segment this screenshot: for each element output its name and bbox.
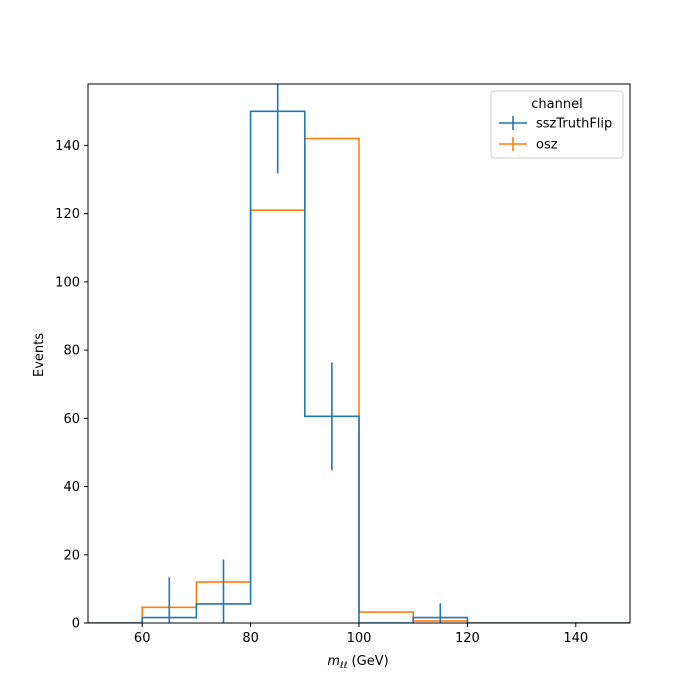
series-osz <box>88 137 630 623</box>
x-label-unit: (GeV) <box>347 654 388 669</box>
legend-handle-osz <box>499 137 527 151</box>
x-tick-label: 60 <box>134 631 151 646</box>
legend-handle-sszTruthFlip <box>499 116 527 130</box>
y-tick-label: 120 <box>55 207 80 222</box>
legend-entry-osz: osz <box>536 138 558 153</box>
series-sszTruthFlip <box>88 84 630 623</box>
x-tick-label: 120 <box>455 631 480 646</box>
x-tick-label: 100 <box>347 631 372 646</box>
y-tick-label: 100 <box>55 275 80 290</box>
y-tick-label: 40 <box>63 480 80 495</box>
y-tick-label: 80 <box>63 344 80 359</box>
y-tick-label: 60 <box>63 412 80 427</box>
x-tick-label: 140 <box>563 631 588 646</box>
legend: channel sszTruthFlip osz <box>490 90 624 159</box>
legend-box <box>490 90 624 159</box>
series-step-line <box>88 137 630 623</box>
legend-title: channel <box>531 97 582 112</box>
axes: 60 80 100 120 140 0 20 40 60 80 100 120 140 <box>55 83 631 646</box>
y-tick-label: 0 <box>72 617 80 632</box>
y-axis-label: Events <box>32 333 47 377</box>
y-tick-label: 20 <box>63 548 80 563</box>
x-tick-label: 80 <box>242 631 259 646</box>
x-label-symbol: m <box>327 654 340 669</box>
legend-entry-sszTruthFlip: sszTruthFlip <box>536 117 612 132</box>
plot-area <box>88 84 630 623</box>
x-axis-label: mℓℓ (GeV) <box>327 654 388 671</box>
y-tick-label: 140 <box>55 139 80 154</box>
x-label-subscript: ℓℓ <box>339 661 347 671</box>
